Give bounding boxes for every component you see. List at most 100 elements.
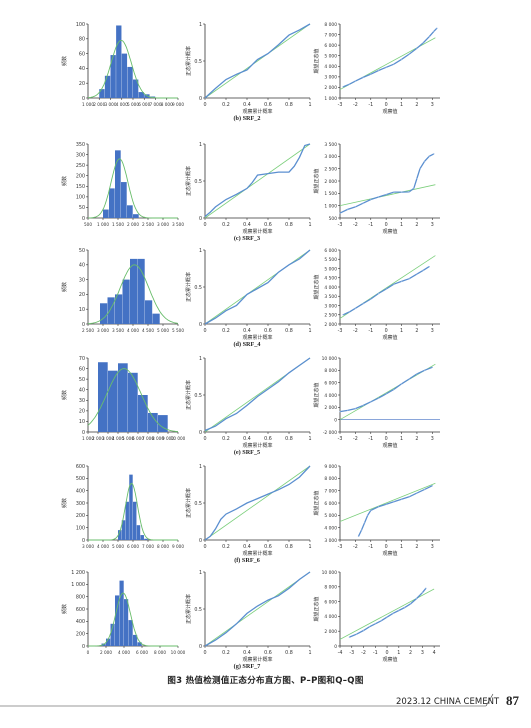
panel-4-qq-x-tick-label: -2 xyxy=(353,436,358,442)
panel-5-qq-point xyxy=(377,506,380,508)
panel-1-qq-point xyxy=(408,53,410,55)
panel-3-qq-point xyxy=(393,283,395,285)
panel-5-hist-y-tick-label: 200 xyxy=(76,513,85,519)
panel-6-hist-bar xyxy=(106,638,111,646)
panel-3-hist-bar xyxy=(145,300,153,324)
panel-4-pp-y-tick-label: 1 xyxy=(199,356,202,362)
panel-3-qq-point xyxy=(348,311,350,313)
panel-4-hist-ylabel: 频数 xyxy=(61,390,68,400)
panel-6-pp-x-tick-label: 0.2 xyxy=(222,650,230,656)
panel-4-qq-point xyxy=(354,407,356,410)
panel-3-qq-point xyxy=(342,314,344,316)
panel-1-qq-point xyxy=(354,80,356,82)
panel-1-hist-y-tick-label: 100 xyxy=(76,22,85,28)
panel-4-qq-point xyxy=(416,373,418,375)
panel-2-hist-bar xyxy=(109,188,115,218)
panel-5-qq-x-tick-label: 2 xyxy=(415,544,418,550)
panel-4-pp-x-tick-label: 1 xyxy=(308,436,311,442)
panel-2-pp-x-tick-label: 0.2 xyxy=(222,222,230,228)
panel-4-hist-bar xyxy=(138,395,148,432)
page-number: 87 xyxy=(506,693,519,708)
panel-2-hist-bar xyxy=(127,205,133,218)
panel-4-qq-x-tick-label: -1 xyxy=(368,436,373,442)
panel-4-hist-bar xyxy=(148,412,158,432)
panel-4-hist-x-tick-label: 6 000 xyxy=(132,436,144,441)
panel-5-qq-y-tick-label: 4 000 xyxy=(324,525,337,531)
panel-1-qq-x-tick-label: -3 xyxy=(338,102,343,108)
journal-footer: 2023.12 CHINA CEMENT xyxy=(396,697,500,707)
panel-3-qq-point xyxy=(362,303,364,305)
panel-1-qq-y-tick-label: 4 000 xyxy=(324,64,337,70)
panel-3-qq-x-tick-label: 2 xyxy=(415,328,418,334)
panel-2-qq-x-tick-label: 2 xyxy=(415,222,418,228)
panel-3-pp-x-tick-label: 0.8 xyxy=(285,328,293,334)
panel-6-qq-point xyxy=(374,623,376,625)
panel-6-pp-x-tick-label: 0.8 xyxy=(285,650,293,656)
panel-3-qq-point xyxy=(416,273,418,275)
panel-5-qq-point xyxy=(364,522,366,524)
panel-6-qq-point xyxy=(380,620,382,622)
panel-3-pp-ylabel: 正态累计概率 xyxy=(185,272,192,302)
panel-5-pp-x-tick-label: 1 xyxy=(308,544,311,550)
panel-1-qq-point xyxy=(377,69,380,72)
panel-6-pp-reference-line xyxy=(204,571,311,647)
panel-3-hist-ylabel: 频数 xyxy=(61,282,68,292)
panel-5-pp-x-tick-label: 0.8 xyxy=(285,544,293,550)
panel-2-qq-y-tick-label: 2 500 xyxy=(324,166,337,172)
panel-3-qq-x-tick-label: 3 xyxy=(431,328,434,334)
panel-5-qq-x-tick-label: -3 xyxy=(338,544,343,550)
panel-3-qq-y-tick-label: 2 500 xyxy=(324,313,337,319)
panel-6-hist-y-tick-label: 0 xyxy=(82,644,85,650)
panel-1-qq-y-tick-label: 5 000 xyxy=(324,54,337,60)
panel-6-qq-x-tick-label: -3 xyxy=(349,650,354,656)
panel-3-hist-normal-curve xyxy=(87,264,179,325)
panel-6-qq-y-tick-label: 10 000 xyxy=(322,570,338,576)
panel-1-qq-x-tick-label: 3 xyxy=(431,102,434,108)
panel-3-hist-y-tick-label: 30 xyxy=(79,277,85,283)
panel-1-qq-point xyxy=(362,76,364,78)
panel-3-qq-point xyxy=(354,307,356,309)
panel-3-qq-x-tick-label: 1 xyxy=(400,328,403,334)
panel-5-hist-bar xyxy=(136,525,141,540)
panel-3-qq-y-tick-label: 5 000 xyxy=(324,266,337,272)
panel-4-qq-point xyxy=(393,388,395,391)
panel-4-hist-x-tick-label: 3 000 xyxy=(102,436,114,441)
panel-4-pp-x-tick-label: 0 xyxy=(203,436,206,442)
panel-2-hist-normal-curve xyxy=(88,158,178,219)
panel-4-hist-bar xyxy=(128,372,138,432)
panel-3-pp-x-tick-label: 1 xyxy=(308,328,311,334)
panel-5-pp-reference-line xyxy=(204,465,311,541)
panel-1-qq-x-tick-label: 0 xyxy=(385,102,388,108)
panel-6-qq-y-tick-label: 8 000 xyxy=(324,585,337,591)
panel-2-pp-x-tick-label: 0 xyxy=(203,222,206,228)
panel-5-pp-x-tick-label: 0 xyxy=(203,544,206,550)
panel-2-hist-y-tick-label: 0 xyxy=(82,216,85,222)
panel-5-hist-bar xyxy=(133,501,137,540)
panel-4-qq-y-tick-label: 0 xyxy=(334,417,337,423)
panel-4-qq-point xyxy=(424,369,426,371)
panel-2-qq-point xyxy=(416,177,418,180)
panel-4-qq-point xyxy=(408,378,410,380)
panel-3-pp-xlabel: 观察累计概率 xyxy=(242,334,272,341)
panel-2-qq-point xyxy=(424,160,426,162)
panel-2-qq-point xyxy=(433,153,435,155)
panel-5-hist-y-tick-label: 0 xyxy=(82,538,85,544)
panel-4-hist-x-tick-label: 7 000 xyxy=(142,436,154,441)
panel-3-hist-bar xyxy=(122,279,130,324)
panel-5-qq-x-tick-label: 1 xyxy=(400,544,403,550)
panel-2-qq-y-tick-label: 1 000 xyxy=(324,203,337,209)
panel-6-qq-point xyxy=(348,636,351,638)
panel-5-qq-point xyxy=(367,514,369,516)
panel-6-qq-x-tick-label: 2 xyxy=(409,650,412,656)
panel-5-hist-bar xyxy=(121,520,126,540)
panel-3-qq-point xyxy=(408,278,410,280)
panel-6-pp-y-tick-label: 0 xyxy=(199,644,202,650)
panel-6-qq-point xyxy=(398,609,400,612)
panel-5-hist-y-tick-label: 300 xyxy=(76,501,85,507)
panel-4-pp-y-tick-label: 0.5 xyxy=(194,393,202,399)
panel-2-hist-x-tick-label: 2 000 xyxy=(127,222,139,227)
panel-4-hist-x-tick-label: 2 000 xyxy=(92,436,104,441)
panel-3-pp-reference-line xyxy=(204,249,311,325)
panel-3-qq-x-tick-label: 0 xyxy=(385,328,388,334)
panel-2-hist-x-tick-label: 3 500 xyxy=(172,222,184,227)
